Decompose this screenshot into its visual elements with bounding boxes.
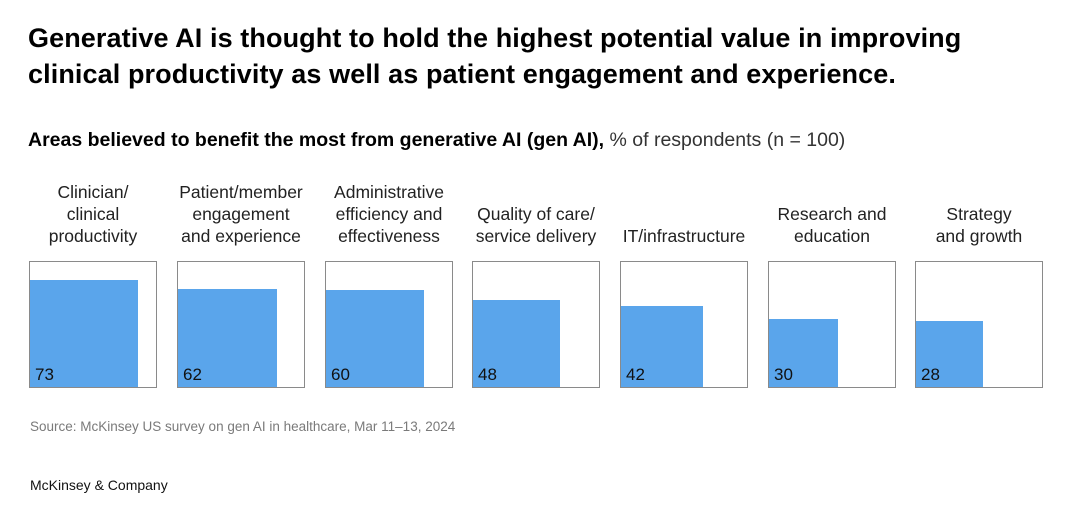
category-label: Administrative efficiency and effectivenes… — [309, 181, 469, 247]
bar — [326, 290, 424, 387]
category-label: Research and education — [752, 203, 912, 247]
category-label-line: efficiency and — [335, 204, 443, 224]
bar-panel: 60 — [325, 261, 453, 388]
category-label-line: Administrative — [334, 182, 444, 202]
category-label-line: productivity — [48, 226, 138, 246]
headline-line-2: clinical productivity as well as patient… — [28, 59, 896, 89]
category-label-line: and experience — [181, 226, 301, 246]
category-label-line: IT/infrastructure — [622, 226, 746, 246]
category-label-line: Strategy — [946, 204, 1012, 224]
category-label-line: Quality of care/ — [477, 204, 595, 224]
source-note: Source: McKinsey US survey on gen AI in … — [30, 419, 456, 434]
category-label-line: Patient/member — [179, 182, 303, 202]
category-label: Patient/member engagement and experience — [161, 181, 321, 247]
bar — [621, 306, 703, 387]
category-label: IT/infrastructure — [604, 225, 764, 247]
chart-headline: Generative AI is thought to hold the hig… — [28, 20, 1048, 92]
subtitle-normal: % of respondents (n = 100) — [609, 129, 846, 151]
category-label: Clinician/clinical productivity — [13, 181, 173, 247]
headline-line-1: Generative AI is thought to hold the hig… — [28, 23, 962, 53]
category-label-line: effectiveness — [338, 226, 440, 246]
bar-panel: 62 — [177, 261, 305, 388]
chart-subtitle: Areas believed to benefit the most from … — [28, 127, 845, 153]
bar — [473, 300, 561, 387]
category-label-line: Research and — [777, 204, 887, 224]
category-label-line: Clinician/ — [57, 182, 129, 202]
bar-value-label: 42 — [626, 365, 645, 384]
bar — [916, 320, 983, 387]
bar — [769, 318, 838, 387]
bar-value-label: 48 — [478, 365, 497, 384]
bar-panel: 73 — [29, 261, 157, 388]
bar — [30, 280, 138, 387]
brand-logo-text: McKinsey & Company — [30, 477, 168, 493]
category-label: Quality of care/service delivery — [456, 203, 616, 247]
bar-value-label: 62 — [183, 365, 202, 384]
bar-panel: 48 — [472, 261, 600, 388]
subtitle-bold: Areas believed to benefit the most from … — [28, 129, 605, 151]
category-label-line: clinical — [66, 204, 120, 224]
bar-panel: 30 — [768, 261, 896, 388]
bar-value-label: 60 — [331, 365, 350, 384]
bar-value-label: 73 — [35, 365, 54, 384]
bar-value-label: 28 — [921, 365, 940, 384]
chart-panels: Clinician/clinical productivity 73 Patient/… — [13, 181, 1059, 388]
category-label: Strategy and growth — [899, 203, 1059, 247]
bar-panel: 28 — [915, 261, 1043, 388]
bar — [178, 288, 278, 387]
category-label-line: education — [794, 226, 870, 246]
category-label-line: service delivery — [475, 226, 597, 246]
category-label-line: engagement — [192, 204, 290, 224]
category-label-line: and growth — [935, 226, 1023, 246]
bar-panel: 42 — [620, 261, 748, 388]
bar-value-label: 30 — [774, 365, 793, 384]
